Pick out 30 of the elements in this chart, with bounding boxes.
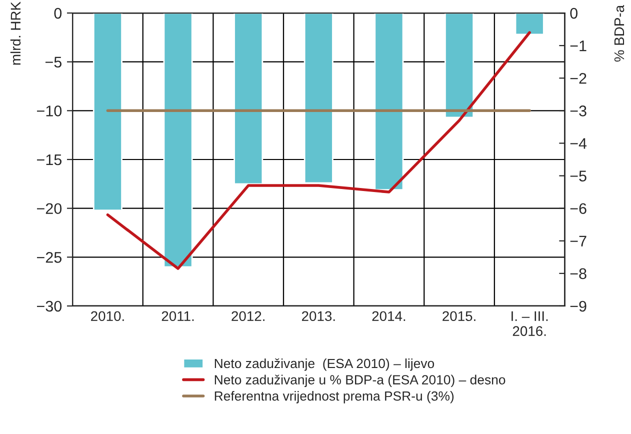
y2-tick-label: −5 (570, 170, 586, 182)
y2-tick-label: 0 (570, 8, 578, 19)
legend-label: Referentna vrijednost prema PSR-u (3%) (214, 391, 454, 404)
y2-tick-label: −1 (570, 40, 586, 52)
x-tick-label: 2015. (442, 311, 476, 322)
x-tick-label: 2011. (162, 311, 194, 322)
legend-label: Neto zaduživanje (ESA 2010) – lijevo (214, 358, 434, 371)
legend-label: Neto zaduživanje u % BDP-a (ESA 2010) – desno (214, 374, 506, 388)
y-tick-label: −5 (45, 56, 62, 68)
x-tick-label: 2013. (302, 311, 335, 322)
y2-tick-label: −7 (570, 236, 586, 246)
line-series (106, 31, 531, 270)
y2-tick-label: −3 (570, 106, 586, 116)
y-tick-label: −25 (36, 252, 62, 263)
y-tick-label: −10 (36, 106, 62, 116)
y2-tick-label: −6 (570, 203, 586, 214)
x-tick-label: 2012. (232, 311, 264, 322)
x-tick-label: 2014. (372, 311, 406, 322)
y-tick-label: −20 (36, 203, 62, 214)
x-tick-label: 2010. (91, 311, 124, 322)
y2-tick-label: −8 (570, 268, 586, 280)
y-tick-label: 0 (54, 8, 62, 19)
y-tick-label: −15 (36, 154, 62, 166)
y-axis-title: mlrd. HRK (10, 2, 21, 65)
y2-tick-label: −2 (570, 72, 586, 84)
y2-tick-label: −4 (570, 138, 587, 149)
y2-axis-title: % BDP-a (614, 4, 624, 62)
y2-tick-label: −9 (570, 300, 586, 312)
x-tick-label: I. – III. 2016. (512, 311, 548, 336)
y-tick-label: −30 (36, 300, 62, 312)
